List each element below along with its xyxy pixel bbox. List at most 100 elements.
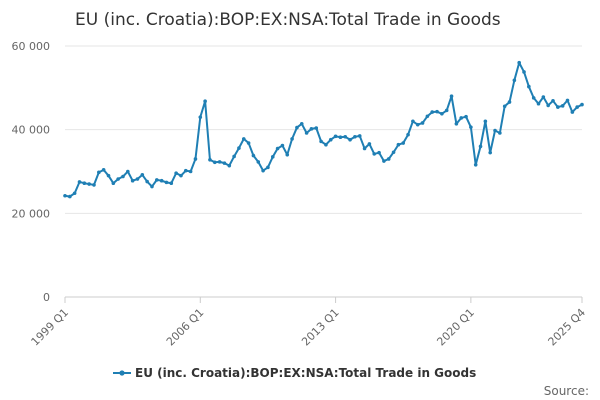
data-point[interactable] (324, 142, 328, 147)
data-point[interactable] (299, 122, 304, 126)
data-point[interactable] (111, 181, 116, 186)
legend[interactable]: EU (inc. Croatia):BOP:EX:NSA:Total Trade… (113, 366, 476, 380)
data-point[interactable] (68, 194, 72, 199)
data-point[interactable] (222, 161, 227, 165)
data-point[interactable] (531, 96, 536, 100)
data-point[interactable] (536, 101, 541, 106)
data-point[interactable] (454, 122, 459, 126)
data-point[interactable] (183, 168, 188, 173)
data-point[interactable] (140, 173, 145, 177)
data-point[interactable] (179, 173, 183, 178)
data-point[interactable] (580, 102, 584, 107)
data-point[interactable] (551, 99, 555, 103)
data-point[interactable] (357, 134, 362, 138)
data-point[interactable] (386, 157, 391, 161)
data-point[interactable] (155, 178, 159, 182)
data-point[interactable] (517, 60, 521, 65)
data-point[interactable] (72, 191, 77, 196)
data-point[interactable] (203, 99, 207, 104)
data-point[interactable] (507, 100, 512, 104)
data-point[interactable] (338, 135, 343, 139)
data-point[interactable] (145, 179, 149, 184)
data-point[interactable] (275, 146, 280, 151)
data-point[interactable] (541, 95, 546, 99)
data-point[interactable] (546, 103, 550, 108)
data-point[interactable] (343, 134, 348, 139)
data-point[interactable] (348, 137, 352, 142)
data-point[interactable] (570, 110, 575, 114)
data-point[interactable] (92, 183, 96, 187)
data-point[interactable] (188, 169, 193, 174)
data-point[interactable] (396, 142, 401, 147)
data-point[interactable] (150, 184, 154, 189)
data-point[interactable] (328, 137, 333, 142)
data-point[interactable] (560, 104, 565, 108)
data-point[interactable] (353, 134, 357, 139)
data-point[interactable] (502, 104, 507, 109)
data-point[interactable] (63, 193, 67, 198)
data-point[interactable] (377, 150, 381, 155)
data-point[interactable] (169, 181, 174, 186)
data-point[interactable] (512, 78, 517, 83)
data-point[interactable] (575, 105, 579, 109)
data-point[interactable] (121, 174, 125, 179)
data-point[interactable] (237, 146, 241, 150)
data-point[interactable] (367, 142, 372, 146)
data-point[interactable] (406, 132, 410, 137)
data-point[interactable] (478, 144, 483, 149)
data-point[interactable] (488, 150, 493, 155)
data-point[interactable] (493, 128, 497, 133)
data-point[interactable] (164, 180, 169, 185)
data-point[interactable] (126, 169, 130, 174)
data-point[interactable] (270, 155, 275, 159)
data-point[interactable] (290, 137, 294, 141)
data-point[interactable] (319, 139, 323, 144)
data-point[interactable] (208, 157, 212, 162)
data-point[interactable] (256, 160, 261, 164)
data-point[interactable] (498, 131, 502, 135)
data-point[interactable] (435, 109, 439, 114)
data-point[interactable] (372, 152, 377, 156)
data-point[interactable] (246, 141, 251, 145)
data-point[interactable] (425, 114, 430, 119)
data-point[interactable] (415, 122, 420, 127)
data-point[interactable] (159, 178, 164, 183)
data-point[interactable] (522, 70, 526, 74)
data-point[interactable] (77, 180, 82, 184)
data-point[interactable] (565, 98, 570, 103)
data-point[interactable] (101, 168, 106, 172)
data-point[interactable] (459, 116, 464, 120)
data-point[interactable] (241, 137, 246, 141)
data-point[interactable] (266, 165, 270, 170)
data-point[interactable] (556, 105, 560, 109)
data-point[interactable] (430, 110, 435, 114)
data-point[interactable] (304, 131, 309, 135)
data-point[interactable] (261, 168, 265, 173)
data-point[interactable] (333, 134, 338, 139)
data-point[interactable] (212, 160, 217, 165)
data-point[interactable] (401, 141, 406, 145)
data-point[interactable] (444, 108, 449, 113)
data-point[interactable] (314, 126, 319, 130)
data-point[interactable] (420, 121, 425, 125)
data-point[interactable] (309, 127, 314, 131)
data-point[interactable] (251, 153, 256, 158)
data-point[interactable] (227, 163, 232, 168)
data-point[interactable] (527, 84, 531, 89)
data-point[interactable] (193, 157, 198, 161)
data-point[interactable] (280, 143, 285, 148)
data-point[interactable] (198, 115, 203, 119)
data-point[interactable] (135, 177, 140, 181)
data-point[interactable] (464, 114, 468, 119)
data-point[interactable] (82, 181, 87, 186)
data-point[interactable] (232, 154, 236, 159)
data-point[interactable] (106, 173, 111, 178)
data-point[interactable] (382, 159, 386, 163)
data-point[interactable] (362, 146, 367, 151)
data-point[interactable] (97, 170, 101, 175)
data-point[interactable] (130, 178, 135, 183)
data-point[interactable] (440, 111, 444, 116)
data-point[interactable] (483, 119, 488, 124)
data-point[interactable] (295, 125, 299, 130)
data-point[interactable] (449, 94, 454, 98)
